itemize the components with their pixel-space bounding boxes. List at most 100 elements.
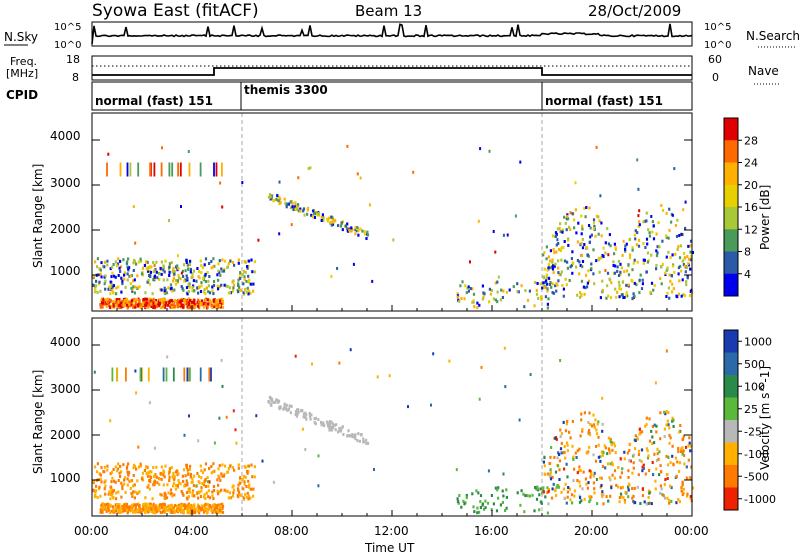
echo-cell	[149, 297, 152, 301]
echo-cell	[239, 481, 242, 485]
echo-cell	[587, 269, 590, 273]
echo-cell	[102, 469, 105, 473]
echo-cell	[543, 456, 546, 460]
echo-cell	[143, 300, 146, 304]
echo-cell	[221, 269, 224, 273]
echo-cell	[104, 492, 107, 496]
echo-cell	[105, 509, 108, 513]
echo-cell	[146, 474, 150, 478]
echo-cell	[687, 244, 690, 248]
echo-cell	[159, 471, 162, 475]
echo-cell	[665, 255, 668, 259]
echo-cell	[501, 489, 504, 493]
echo-cell	[123, 509, 126, 512]
echo-cell	[559, 222, 562, 226]
echo-cell	[124, 285, 127, 289]
echo-cell	[497, 486, 500, 490]
echo-cell	[112, 468, 115, 471]
echo-cell	[670, 220, 673, 224]
echo-cell	[486, 501, 490, 505]
echo-cell	[155, 465, 158, 469]
echo-cell	[188, 490, 191, 494]
echo-cell	[176, 279, 179, 283]
echo-cell	[173, 493, 176, 497]
echo-cell	[186, 483, 189, 487]
echo-cell	[646, 251, 650, 255]
colorbar-tick-label: -25	[744, 425, 762, 438]
echo-cell	[556, 456, 559, 460]
echo-cell	[138, 504, 141, 508]
echo-cell	[123, 271, 126, 275]
echo-cell	[432, 352, 435, 356]
echo-cell	[605, 296, 608, 300]
echo-cell	[642, 463, 645, 467]
echo-cell	[205, 286, 208, 290]
echo-cell	[247, 264, 250, 268]
echo-cell	[350, 226, 353, 230]
echo-cell	[271, 398, 274, 402]
echo-cell	[185, 286, 189, 290]
echo-cell	[197, 496, 200, 500]
echo-cell	[610, 486, 613, 490]
echo-cell	[571, 271, 574, 275]
echo-cell	[667, 423, 670, 427]
echo-cell	[516, 282, 519, 286]
echo-cell	[536, 487, 539, 490]
echo-cell	[277, 199, 280, 203]
echo-cell	[163, 301, 166, 305]
echo-cell	[197, 275, 200, 279]
echo-cell	[170, 261, 173, 265]
echo-cell	[366, 233, 370, 237]
echo-cell	[167, 286, 170, 290]
n-sky-label: N.Sky	[4, 30, 38, 44]
echo-cell	[182, 274, 185, 278]
echo-cell	[640, 287, 644, 291]
echo-cell	[217, 474, 220, 478]
echo-cell	[689, 244, 692, 248]
echo-cell	[175, 509, 178, 513]
echo-cell	[467, 285, 470, 289]
echo-cell	[133, 278, 136, 282]
echo-cell	[293, 205, 296, 209]
echo-cell	[118, 306, 121, 309]
echo-cell	[576, 259, 579, 262]
echo-cell	[203, 495, 206, 499]
echo-cell	[580, 294, 583, 298]
echo-cell	[503, 346, 506, 350]
echo-cell	[672, 287, 675, 291]
echo-cell	[542, 253, 545, 257]
echo-cell	[528, 289, 531, 293]
echo-cell	[218, 490, 221, 494]
echo-cell	[166, 483, 169, 487]
echo-cell	[213, 162, 215, 177]
echo-cell	[543, 267, 546, 271]
echo-cell	[538, 493, 541, 497]
echo-cell	[111, 367, 114, 382]
echo-cell	[179, 277, 182, 281]
echo-cell	[329, 420, 332, 424]
echo-cell	[459, 284, 462, 288]
echo-cell	[592, 423, 596, 427]
x-axis: 00:00 04:00 08:00 12:00 16:00 20:00 00:00	[74, 305, 709, 538]
echo-cell	[112, 291, 115, 295]
echo-cell	[549, 471, 552, 475]
echo-cell	[637, 449, 641, 453]
echo-cell	[190, 276, 193, 279]
echo-cell	[128, 302, 131, 306]
echo-cell	[482, 507, 486, 511]
echo-cell	[595, 214, 599, 218]
echo-cell	[211, 494, 214, 498]
echo-cell	[123, 277, 126, 281]
echo-cell	[329, 425, 333, 429]
echo-cell	[558, 468, 561, 472]
echo-cell	[177, 304, 180, 308]
echo-cell	[573, 226, 576, 230]
echo-cell	[199, 464, 202, 468]
echo-cell	[545, 257, 548, 261]
echo-cell	[242, 269, 246, 273]
echo-cell	[163, 298, 167, 302]
echo-cell	[203, 305, 206, 309]
echo-cell	[212, 292, 215, 296]
echo-cell	[203, 290, 206, 294]
echo-cell	[200, 264, 203, 268]
